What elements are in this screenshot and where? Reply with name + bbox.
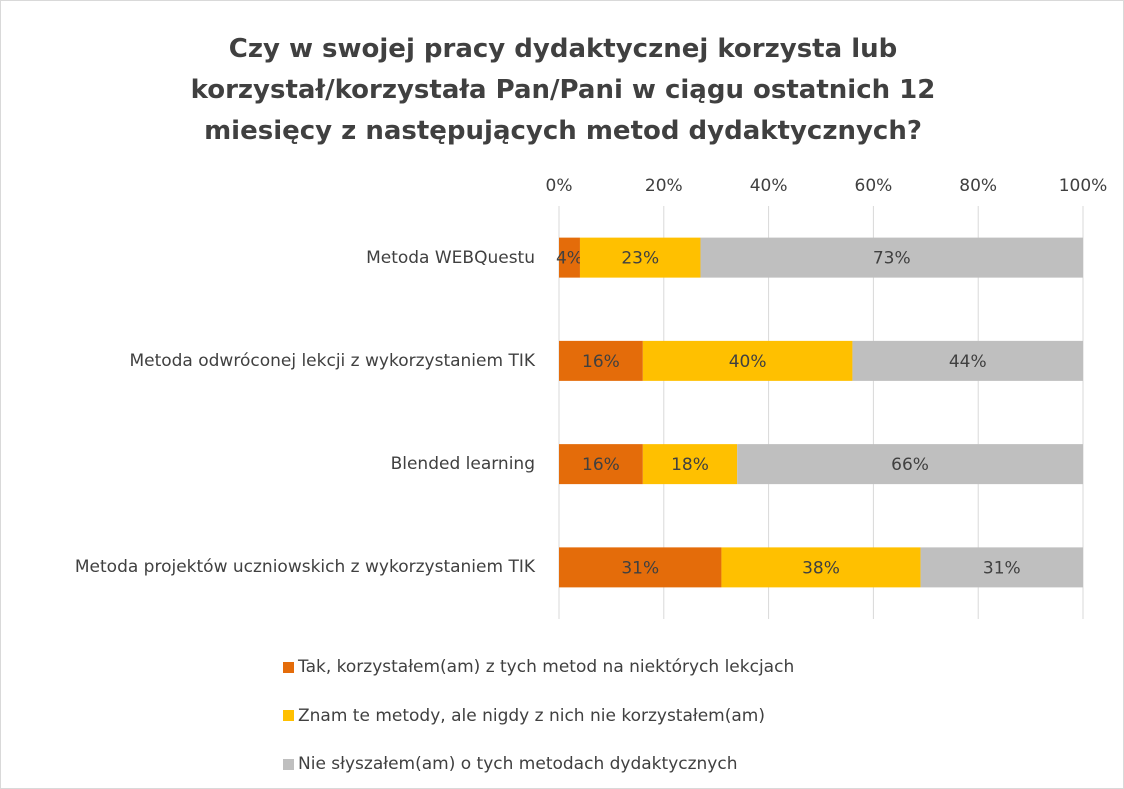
data-label: 38% bbox=[802, 558, 840, 578]
bar-segment bbox=[559, 547, 722, 588]
x-tick-label: 0% bbox=[546, 176, 573, 196]
legend-swatch bbox=[283, 710, 294, 721]
category-label: Metoda projektów uczniowskich z wykorzys… bbox=[74, 557, 535, 578]
data-label: 66% bbox=[891, 455, 929, 475]
bar-segment bbox=[559, 237, 580, 278]
legend-item: Nie słyszałem(am) o tych metodach dydakt… bbox=[283, 754, 737, 774]
data-label: 16% bbox=[582, 352, 620, 372]
bar-segment bbox=[737, 444, 1083, 485]
x-tick-label: 20% bbox=[645, 176, 683, 196]
chart-title: Czy w swojej pracy dydaktycznej korzysta… bbox=[190, 34, 936, 146]
bar-segment bbox=[721, 547, 921, 588]
bar-segment bbox=[642, 340, 853, 381]
bar-segment bbox=[559, 444, 643, 485]
legend-label: Tak, korzystałem(am) z tych metod na nie… bbox=[298, 657, 795, 677]
legend-label: Znam te metody, ale nigdy z nich nie kor… bbox=[298, 705, 765, 726]
data-label: 73% bbox=[873, 249, 911, 269]
data-label: 18% bbox=[671, 455, 709, 475]
x-tick-label: 80% bbox=[959, 176, 997, 196]
bar-segment bbox=[852, 340, 1083, 381]
bar-segment bbox=[559, 340, 643, 381]
x-tick-label: 40% bbox=[750, 176, 788, 196]
bar-segment bbox=[579, 237, 701, 278]
category-label: Blended learning bbox=[390, 454, 535, 475]
legend-label: Nie słyszałem(am) o tych metodach dydakt… bbox=[298, 754, 738, 774]
legend-item: Znam te metody, ale nigdy z nich nie kor… bbox=[283, 706, 765, 726]
category-label: Metoda odwróconej lekcji z wykorzystanie… bbox=[129, 350, 535, 371]
bar-segment bbox=[700, 237, 1083, 278]
legend-item: Tak, korzystałem(am) z tych metod na nie… bbox=[283, 657, 794, 677]
bar-segment bbox=[642, 444, 738, 485]
bar-segment bbox=[920, 547, 1083, 588]
data-label: 23% bbox=[621, 249, 659, 269]
category-label: Metoda WEBQuestu bbox=[366, 247, 535, 268]
data-label: 44% bbox=[949, 352, 987, 372]
legend-swatch bbox=[283, 758, 294, 770]
legend-swatch bbox=[283, 661, 294, 673]
data-label: 4% bbox=[556, 249, 583, 269]
data-label: 40% bbox=[729, 352, 767, 372]
data-label: 16% bbox=[582, 455, 620, 475]
x-tick-label: 60% bbox=[855, 176, 893, 196]
x-tick-label: 100% bbox=[1059, 176, 1108, 196]
data-label: 31% bbox=[983, 558, 1021, 578]
data-label: 31% bbox=[621, 558, 659, 578]
